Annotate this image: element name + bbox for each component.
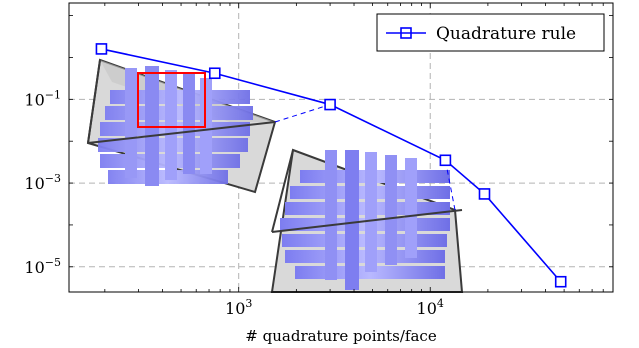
inset-mesh-render-left (86, 58, 277, 194)
data-point-marker (95, 43, 108, 55)
legend-marker-square (400, 27, 412, 39)
y-tick-label: 10−3 (24, 172, 61, 193)
data-point-marker (554, 275, 567, 288)
data-point-marker (324, 98, 336, 111)
axes (68, 2, 614, 293)
connector-line-left (274, 104, 331, 123)
series-group (95, 43, 567, 288)
series-line (101, 48, 562, 283)
legend-series-name: Quadrature rule (436, 24, 576, 44)
data-point-marker (208, 67, 221, 80)
x-tick-label: 104 (417, 297, 444, 318)
legend: Quadrature rule (376, 13, 605, 52)
x-axis-label: # quadrature points/face (245, 327, 437, 345)
data-point-marker (478, 188, 491, 200)
x-tick-label: 103 (225, 297, 252, 318)
data-point-marker (439, 154, 452, 167)
y-tick-label: 10−5 (24, 256, 61, 277)
plot-frame (68, 2, 614, 293)
inset-connector-lines (274, 104, 456, 211)
y-tick-label: 10−1 (24, 88, 61, 109)
inset-mesh-render-right (270, 148, 464, 293)
ticks: 103 104 10−1 10−3 10−5 (24, 3, 614, 318)
